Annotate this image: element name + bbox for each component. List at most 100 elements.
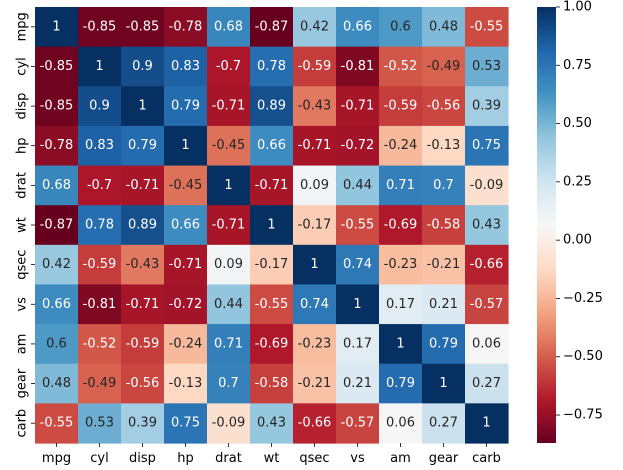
cell-value-label: 0.89 — [257, 99, 286, 114]
heatmap-cell — [379, 46, 423, 87]
heatmap-cell — [78, 205, 122, 246]
heatmap-cell — [207, 165, 251, 206]
y-tick-label: gear — [15, 368, 30, 398]
heatmap-cell — [78, 284, 122, 325]
heatmap-cell — [465, 205, 509, 246]
cell-value-label: -0.85 — [40, 59, 74, 74]
cell-value-label: 1 — [310, 257, 318, 272]
cell-value-label: -0.59 — [126, 336, 160, 351]
heatmap-cell — [422, 7, 466, 48]
cell-value-label: -0.21 — [427, 257, 461, 272]
heatmap-cell — [78, 324, 122, 365]
heatmap-cell — [35, 86, 79, 127]
cell-value-label: -0.71 — [212, 218, 246, 233]
cell-value-label: 0.27 — [429, 416, 458, 431]
cell-value-label: 0.79 — [128, 138, 157, 153]
cell-value-label: 0.74 — [300, 297, 329, 312]
heatmap-cell — [336, 244, 380, 286]
colorbar-tick-label: 0.00 — [563, 233, 592, 248]
cell-value-label: -0.23 — [298, 336, 332, 351]
cell-value-label: -0.71 — [169, 257, 203, 272]
heatmap-cell — [465, 244, 509, 286]
heatmap-cell — [121, 165, 165, 206]
cell-value-label: -0.78 — [169, 19, 203, 34]
cell-value-label: 0.17 — [386, 297, 415, 312]
heatmap-cell — [293, 363, 337, 404]
x-tick-label: vs — [350, 451, 365, 466]
heatmap-cell — [293, 244, 337, 286]
heatmap-cell — [465, 324, 509, 365]
heatmap-cell — [336, 46, 380, 87]
cell-value-label: 0.79 — [386, 376, 415, 391]
y-tick-label: cyl — [15, 57, 30, 75]
cell-value-label: -0.71 — [212, 99, 246, 114]
heatmap-cell — [35, 244, 79, 286]
heatmap-cell — [379, 125, 423, 167]
cell-value-label: 0.7 — [433, 178, 454, 193]
colorbar-tick-label: −0.75 — [563, 408, 603, 423]
colorbar: 1.00 0.75 0.50 0.25 0.00 −0.25 −0.50 −0.75 — [537, 0, 603, 443]
cell-value-label: 0.66 — [42, 297, 71, 312]
cell-value-label: -0.7 — [216, 59, 241, 74]
heatmap-cell — [379, 7, 423, 48]
heatmap-cell — [293, 284, 337, 325]
heatmap-cell — [78, 86, 122, 127]
cell-value-label: 1 — [181, 138, 189, 153]
cell-value-label: -0.57 — [341, 416, 375, 431]
heatmap-cell — [121, 324, 165, 365]
heatmap-cell — [293, 125, 337, 167]
heatmap-cell — [379, 363, 423, 404]
colorbar-tick-label: 0.50 — [563, 116, 592, 131]
heatmap-cell — [336, 363, 380, 404]
heatmap-cell — [250, 403, 294, 444]
heatmap-cell — [35, 403, 79, 444]
heatmap-cell — [293, 324, 337, 365]
cell-value-label: -0.52 — [384, 59, 418, 74]
heatmap-cell — [121, 125, 165, 167]
heatmap-cell — [164, 324, 208, 365]
cell-value-label: 0.42 — [42, 257, 71, 272]
heatmap-cell — [35, 363, 79, 404]
cell-value-label: 0.66 — [343, 19, 372, 34]
heatmap-cell — [121, 205, 165, 246]
x-tick-label: cyl — [90, 451, 108, 466]
colorbar-tick-label: 0.75 — [563, 58, 592, 73]
heatmap-cell — [250, 244, 294, 286]
heatmap-cell — [207, 46, 251, 87]
cell-value-label: 0.79 — [429, 336, 458, 351]
cell-value-label: -0.66 — [470, 257, 504, 272]
heatmap-cell — [35, 165, 79, 206]
x-axis: mpg cyl disp hp drat wt qsec vs am gear carb — [42, 443, 501, 466]
cell-value-label: 0.06 — [386, 416, 415, 431]
heatmap-cell — [465, 363, 509, 404]
heatmap-cell — [35, 125, 79, 167]
x-tick-label: am — [390, 451, 411, 466]
x-tick-label: mpg — [42, 451, 71, 466]
cell-value-label: 0.83 — [85, 138, 114, 153]
heatmap-cell — [164, 284, 208, 325]
heatmap-cell — [78, 7, 122, 48]
y-tick-label: qsec — [15, 250, 30, 280]
heatmap-cell — [422, 165, 466, 206]
heatmap-cell — [164, 403, 208, 444]
cell-value-label: 1 — [138, 99, 146, 114]
heatmap-cell — [35, 205, 79, 246]
x-tick-label: qsec — [299, 451, 329, 466]
heatmap-cell — [207, 284, 251, 325]
heatmap-cell — [422, 46, 466, 87]
heatmap-cell — [250, 205, 294, 246]
cell-value-label: -0.43 — [126, 257, 160, 272]
heatmap-cell — [121, 403, 165, 444]
cell-value-label: 0.9 — [132, 59, 153, 74]
heatmap-cells: 1 -0.85 -0.85 -0.78 0.68 -0.87 0.42 0.66 0.6 0.48… — [35, 7, 509, 444]
heatmap-cell — [78, 125, 122, 167]
x-tick-label: gear — [429, 451, 459, 466]
cell-value-label: -0.55 — [470, 19, 504, 34]
heatmap-cell — [379, 244, 423, 286]
heatmap-cell — [465, 284, 509, 325]
cell-value-label: 0.78 — [85, 218, 114, 233]
cell-value-label: -0.85 — [40, 99, 74, 114]
heatmap-cell — [422, 244, 466, 286]
heatmap-cell — [250, 284, 294, 325]
x-tick-label: wt — [264, 451, 280, 466]
